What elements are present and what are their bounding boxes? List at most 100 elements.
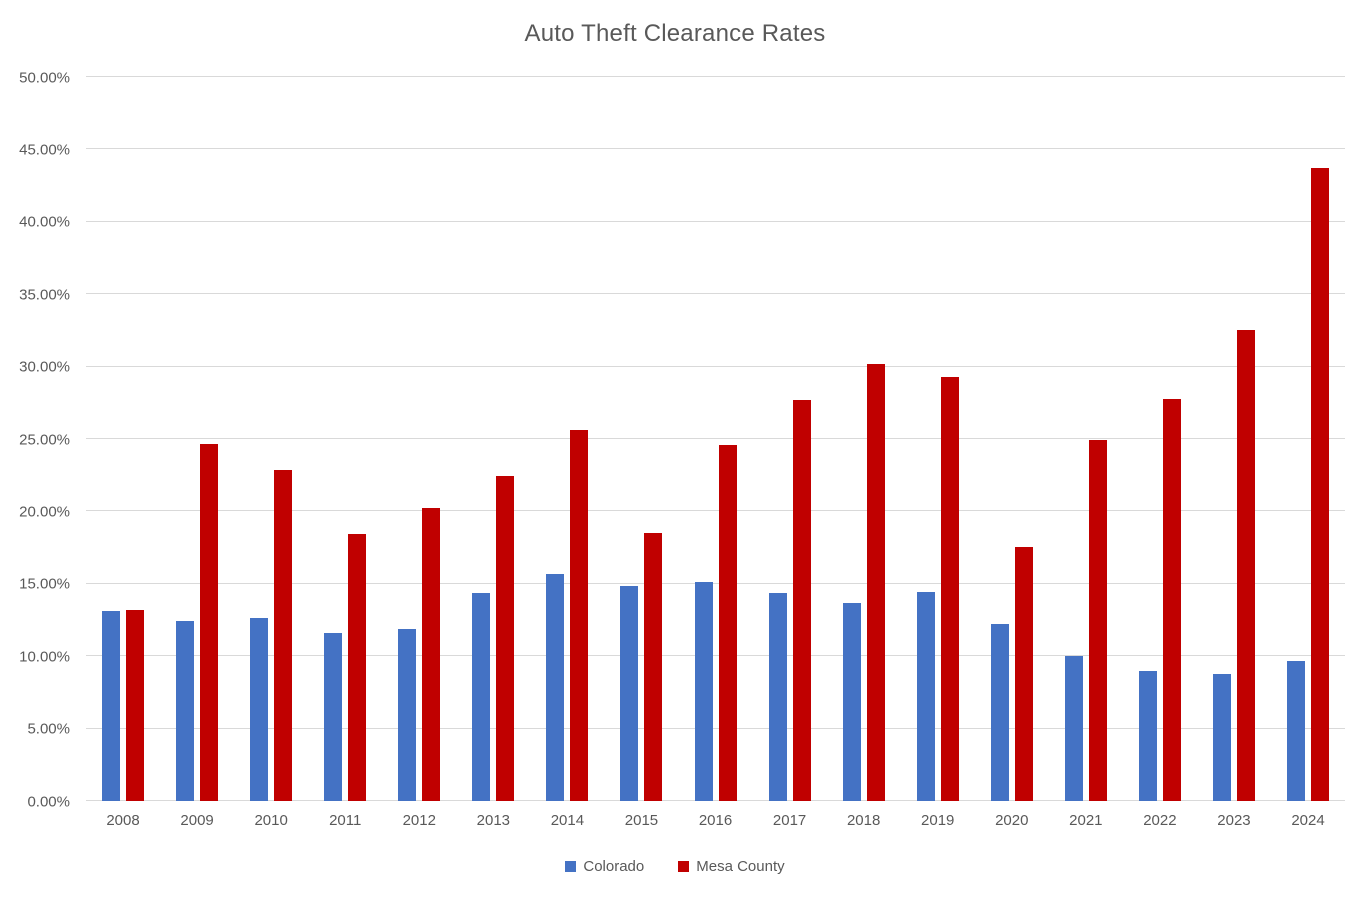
x-tick-label-2024: 2024 [1291,812,1325,829]
y-tick-label-35pct: 35.00% [19,286,70,304]
gridline-0pct [86,800,1345,801]
bar-colorado-2022 [1138,670,1157,801]
gridline-30pct [86,365,1345,367]
bar-group-2021 [1049,77,1123,801]
bar-mesa-county-2012 [422,507,441,801]
bar-group-2019 [901,77,975,801]
bar-mesa-county-2022 [1162,399,1181,801]
bar-colorado-2008 [102,611,121,801]
y-tick-label-50pct: 50.00% [19,69,70,86]
bar-group-2015 [604,77,678,801]
chart-title: Auto Theft Clearance Rates [524,20,826,47]
bars-layer [86,77,1345,801]
bar-group-2018 [827,77,901,801]
gridline-25pct [86,438,1345,439]
bar-mesa-county-2015 [644,533,663,801]
legend-item-mesa-county: Mesa County [678,858,785,875]
bar-colorado-2016 [694,582,713,801]
bar-group-2014 [530,77,604,801]
bar-colorado-2018 [842,602,861,801]
bar-group-2022 [1123,77,1197,801]
x-tick-label-2015: 2015 [624,812,659,829]
x-tick-label-2020: 2020 [995,812,1029,829]
y-tick-label-30pct: 30.00% [19,358,70,376]
bar-colorado-2015 [620,585,639,801]
x-tick-label-2010: 2010 [254,812,288,829]
bar-mesa-county-2013 [496,475,515,801]
x-tick-label-2021: 2021 [1069,812,1103,829]
gridline-15pct [86,582,1345,584]
bar-mesa-county-2009 [200,444,219,801]
bar-mesa-county-2016 [718,444,737,801]
bar-group-2016 [679,77,753,801]
y-tick-label-45pct: 45.00% [19,141,70,159]
y-tick-label-15pct: 15.00% [19,575,70,593]
bar-mesa-county-2017 [792,399,811,801]
bar-mesa-county-2023 [1236,330,1255,801]
gridline-5pct [86,727,1345,729]
bar-mesa-county-2021 [1088,440,1107,801]
bar-group-2010 [234,77,308,801]
y-tick-label-20pct: 20.00% [19,503,70,521]
x-tick-label-2019: 2019 [921,812,955,829]
gridline-20pct [86,510,1345,512]
y-tick-label-5pct: 5.00% [27,720,70,738]
x-tick-label-2008: 2008 [106,812,140,829]
bar-mesa-county-2008 [126,609,145,801]
bar-group-2017 [753,77,827,801]
bar-mesa-county-2014 [570,429,589,801]
legend: Colorado Mesa County [0,858,1350,875]
bar-mesa-county-2024 [1311,168,1330,801]
bar-group-2024 [1271,77,1345,801]
bar-colorado-2017 [768,593,787,801]
x-tick-label-2013: 2013 [476,812,511,829]
bar-colorado-2021 [1064,656,1083,801]
bar-colorado-2014 [546,573,565,801]
plot-area: 0.00% 5.00% 10.00% 15.00% 20.00% 25.00% 30.00%… [19,69,1345,810]
gridline-45pct [86,148,1345,150]
bar-colorado-2012 [398,629,417,801]
bar-group-2009 [160,77,234,801]
bar-mesa-county-2010 [274,470,293,801]
x-tick-label-2022: 2022 [1143,812,1177,829]
gridline-35pct [86,293,1345,295]
gridline-40pct [86,220,1345,222]
x-tick-label-2009: 2009 [180,812,214,829]
y-tick-label-10pct: 10.00% [19,648,70,666]
x-tick-label-2017: 2017 [772,812,807,829]
gridline-10pct [86,655,1345,657]
mesa-county-legend-label: Mesa County [696,858,785,875]
bar-colorado-2009 [176,620,195,801]
mesa-county-legend-swatch [678,861,690,872]
y-tick-label-25pct: 25.00% [19,431,70,448]
bar-group-2008 [86,77,160,801]
bar-colorado-2020 [990,624,1009,801]
y-tick-label-40pct: 40.00% [19,213,70,231]
colorado-legend-label: Colorado [583,858,645,875]
x-tick-label-2016: 2016 [698,812,733,829]
bar-group-2011 [308,77,382,801]
bar-mesa-county-2018 [866,363,885,801]
bar-colorado-2024 [1287,660,1306,801]
legend-item-colorado: Colorado [565,858,644,875]
bar-group-2023 [1197,77,1271,801]
x-axis-labels: 2008 2009 2010 2011 2012 2013 2014 2015 2016 2017… [86,812,1345,829]
x-tick-label-2011: 2011 [329,812,362,829]
bar-colorado-2010 [250,617,269,801]
bar-colorado-2011 [324,633,343,801]
bar-colorado-2013 [472,592,491,801]
bar-group-2013 [456,77,530,801]
x-tick-label-2023: 2023 [1217,812,1251,829]
bar-mesa-county-2011 [348,533,367,801]
bar-group-2012 [382,77,456,801]
x-tick-label-2018: 2018 [846,812,881,829]
bar-colorado-2019 [916,591,935,801]
x-tick-label-2014: 2014 [550,812,585,829]
bar-group-2020 [975,77,1049,801]
gridline-50pct [86,76,1345,77]
bar-colorado-2023 [1212,674,1231,801]
bar-mesa-county-2019 [940,377,959,801]
bar-mesa-county-2020 [1014,546,1033,801]
x-tick-label-2012: 2012 [402,812,436,829]
